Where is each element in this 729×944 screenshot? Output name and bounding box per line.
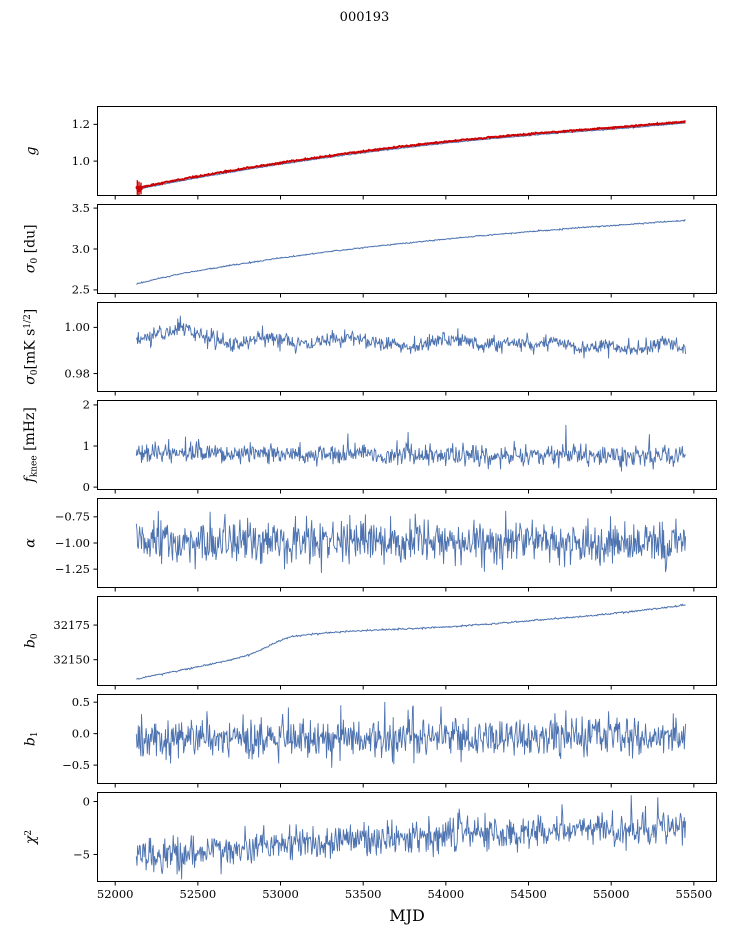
svg-text:1.0: 1.0 [72,154,90,168]
plot-chi2: −5 0 52000 52500 53000 53500 54000 54500 55000 55… [73,792,717,901]
svg-text:53000: 53000 [262,887,299,901]
svg-text:55000: 55000 [593,887,630,901]
svg-text:−0.5: −0.5 [62,758,90,772]
svg-text:2.5: 2.5 [72,283,90,297]
svg-text:32150: 32150 [53,652,90,666]
svg-text:55500: 55500 [676,887,713,901]
panel-fknee: fknee [mHz] 0 1 2 [22,398,717,494]
y-axis-label-b1: b1 [0,694,62,784]
plot-sigma0-mk: 0.98 1.00 [64,302,717,396]
svg-text:0.98: 0.98 [64,366,90,380]
panel-sigma0-du: σ0 [du] 2.5 3.0 3.5 [22,201,717,298]
panel-b0: b0 32150 32175 [22,596,717,690]
panel-gain: g 1.0 1.2 [23,106,717,200]
svg-text:52000: 52000 [97,887,134,901]
panel-chi2: χ2 −5 0 52000 52500 53000 53500 54000 54500 5500… [23,792,717,901]
svg-text:2: 2 [83,398,90,412]
y-axis-label-fknee: fknee [mHz] [0,400,62,490]
svg-text:53500: 53500 [345,887,382,901]
y-axis-label-text: σ0[mK s1/2] [22,309,40,385]
panel-alpha: α −1.25 −1.00 −0.75 [23,498,717,592]
svg-text:3.0: 3.0 [72,242,90,256]
y-axis-label-gain: g [0,106,62,196]
y-axis-label-text: g [23,146,39,156]
svg-text:−1.00: −1.00 [55,536,90,550]
panel-sigma0-mk: σ0[mK s1/2] 0.98 1.00 [22,302,717,396]
plot-gain: 1.0 1.2 [72,106,717,200]
svg-text:1: 1 [83,439,90,453]
svg-text:3.5: 3.5 [72,201,90,215]
y-axis-label-sigma0-du: σ0 [du] [0,204,62,294]
panel-b1: b1 −0.5 0.0 0.5 [22,694,717,788]
svg-text:52500: 52500 [180,887,217,901]
svg-text:0: 0 [83,480,90,494]
y-axis-label-b0: b0 [0,596,62,686]
y-axis-label-alpha: α [0,498,62,588]
svg-text:−1.25: −1.25 [55,562,90,576]
y-axis-label-text: α [23,538,39,548]
y-axis-label-text: b1 [22,731,40,747]
svg-text:−5: −5 [73,847,90,861]
plot-fknee: 0 1 2 [83,398,717,494]
svg-text:0.0: 0.0 [72,726,90,740]
y-axis-label-chi2: χ2 [0,792,62,882]
y-axis-label-text: σ0 [du] [22,224,40,274]
svg-text:0: 0 [83,794,90,808]
y-axis-label-sigma0-mk: σ0[mK s1/2] [0,302,62,392]
plot-alpha: −1.25 −1.00 −0.75 [55,498,717,592]
svg-text:1.00: 1.00 [64,320,90,334]
y-axis-label-text: b0 [22,633,40,649]
figure-title: 000193 [339,10,390,25]
svg-text:1.2: 1.2 [72,117,90,131]
panels-area: g 1.0 1.2 σ0 [du] 2.5 3.0 3.5 σ0[mK s1/2] 0… [22,106,717,901]
plot-b0: 32150 32175 [53,596,717,690]
svg-text:54500: 54500 [510,887,547,901]
plot-b1: −0.5 0.0 0.5 [62,694,717,788]
x-axis-label: MJD [389,906,425,925]
svg-text:−0.75: −0.75 [55,510,90,524]
svg-text:32175: 32175 [53,618,90,632]
y-axis-label-text: χ2 [23,829,39,845]
svg-text:54000: 54000 [428,887,465,901]
y-axis-label-text: fknee [mHz] [22,407,40,483]
plot-sigma0-du: 2.5 3.0 3.5 [72,201,717,298]
svg-text:0.5: 0.5 [72,695,90,709]
